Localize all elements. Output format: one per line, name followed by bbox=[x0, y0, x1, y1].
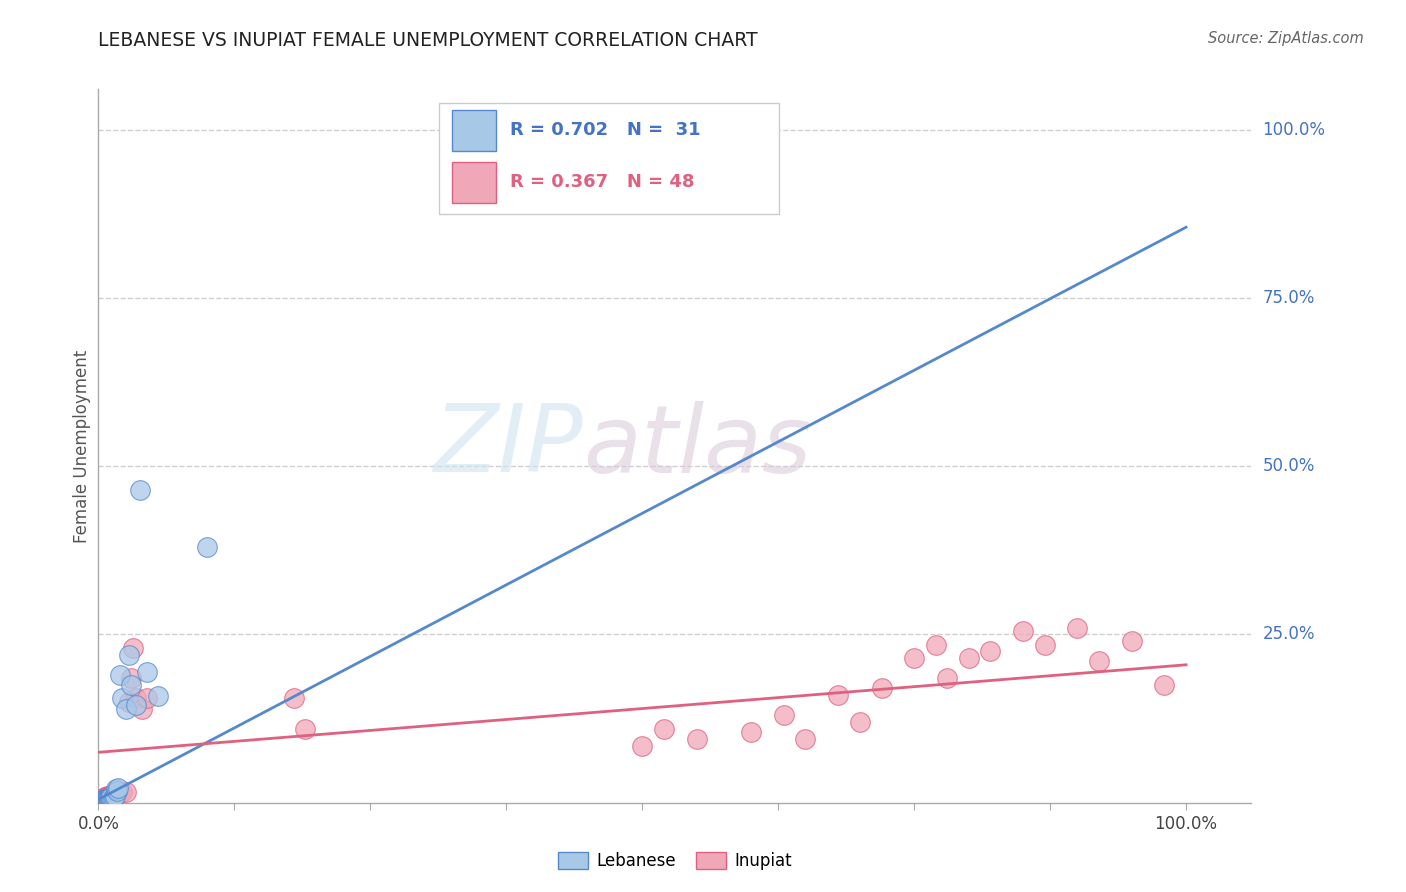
Legend: Lebanese, Inupiat: Lebanese, Inupiat bbox=[551, 845, 799, 877]
Text: LEBANESE VS INUPIAT FEMALE UNEMPLOYMENT CORRELATION CHART: LEBANESE VS INUPIAT FEMALE UNEMPLOYMENT … bbox=[98, 31, 758, 50]
Point bbox=[652, 722, 675, 736]
Point bbox=[685, 731, 707, 746]
Point bbox=[104, 788, 127, 802]
Point bbox=[94, 791, 117, 805]
Point bbox=[935, 671, 957, 685]
Point bbox=[104, 789, 127, 803]
Text: 25.0%: 25.0% bbox=[1263, 625, 1315, 643]
Point bbox=[94, 790, 117, 805]
Point bbox=[103, 790, 125, 805]
Point bbox=[94, 791, 117, 805]
Point bbox=[96, 791, 118, 805]
Point bbox=[111, 785, 134, 799]
Point bbox=[94, 789, 117, 804]
Point bbox=[98, 791, 121, 805]
Point bbox=[136, 665, 159, 679]
Point bbox=[283, 691, 305, 706]
Point bbox=[118, 695, 141, 709]
Point bbox=[94, 790, 117, 805]
Point bbox=[772, 708, 794, 723]
Point bbox=[1033, 638, 1056, 652]
Text: ZIP: ZIP bbox=[433, 401, 582, 491]
Point bbox=[125, 698, 148, 713]
Point bbox=[195, 540, 218, 554]
Point bbox=[100, 789, 122, 803]
Point bbox=[1153, 678, 1175, 692]
Point bbox=[114, 785, 136, 799]
Point bbox=[96, 789, 118, 803]
Point bbox=[108, 786, 131, 800]
Point bbox=[114, 701, 136, 715]
Point bbox=[118, 648, 141, 662]
Point bbox=[91, 792, 114, 806]
Point bbox=[979, 644, 1001, 658]
Point bbox=[100, 790, 122, 805]
Point bbox=[98, 791, 121, 805]
Text: 50.0%: 50.0% bbox=[1263, 458, 1315, 475]
Point bbox=[96, 792, 118, 806]
Point bbox=[1121, 634, 1143, 648]
Point bbox=[100, 788, 122, 802]
Point bbox=[101, 791, 124, 805]
Text: Source: ZipAtlas.com: Source: ZipAtlas.com bbox=[1208, 31, 1364, 46]
Point bbox=[1066, 621, 1088, 635]
Point bbox=[794, 731, 817, 746]
Point bbox=[128, 483, 150, 497]
Point bbox=[122, 640, 145, 655]
Point bbox=[1012, 624, 1035, 639]
Point bbox=[136, 691, 159, 706]
Point bbox=[107, 786, 129, 800]
Text: R = 0.702   N =  31: R = 0.702 N = 31 bbox=[510, 121, 700, 139]
Point bbox=[870, 681, 893, 696]
FancyBboxPatch shape bbox=[439, 103, 779, 214]
Point bbox=[957, 651, 980, 665]
Point bbox=[849, 714, 872, 729]
Point bbox=[925, 638, 948, 652]
Point bbox=[105, 786, 128, 800]
Point bbox=[105, 783, 128, 797]
Point bbox=[294, 722, 316, 736]
Point bbox=[903, 651, 925, 665]
Point bbox=[108, 668, 131, 682]
Point bbox=[696, 122, 718, 136]
Point bbox=[97, 791, 120, 805]
Point bbox=[100, 790, 122, 805]
Point bbox=[631, 739, 654, 753]
Point bbox=[125, 691, 148, 706]
Point bbox=[120, 678, 142, 692]
Point bbox=[104, 782, 127, 797]
Text: atlas: atlas bbox=[582, 401, 811, 491]
Point bbox=[97, 791, 120, 805]
Text: 100.0%: 100.0% bbox=[1263, 120, 1326, 138]
Point bbox=[131, 701, 153, 715]
Y-axis label: Female Unemployment: Female Unemployment bbox=[73, 350, 91, 542]
Point bbox=[1088, 655, 1111, 669]
FancyBboxPatch shape bbox=[453, 110, 496, 151]
Point bbox=[111, 691, 134, 706]
Point bbox=[120, 671, 142, 685]
Text: R = 0.367   N = 48: R = 0.367 N = 48 bbox=[510, 173, 695, 191]
Point bbox=[94, 791, 117, 805]
Point bbox=[104, 787, 127, 801]
Point bbox=[98, 791, 121, 805]
Text: 75.0%: 75.0% bbox=[1263, 289, 1315, 307]
Point bbox=[93, 791, 115, 805]
Point bbox=[107, 780, 129, 795]
Point bbox=[827, 688, 849, 702]
Point bbox=[100, 790, 122, 805]
Point bbox=[103, 787, 125, 801]
Point bbox=[740, 725, 762, 739]
Point bbox=[94, 792, 117, 806]
FancyBboxPatch shape bbox=[453, 161, 496, 203]
Point bbox=[98, 789, 121, 803]
Point bbox=[97, 789, 120, 804]
Point bbox=[93, 792, 115, 806]
Point bbox=[148, 690, 170, 704]
Point bbox=[101, 788, 124, 802]
